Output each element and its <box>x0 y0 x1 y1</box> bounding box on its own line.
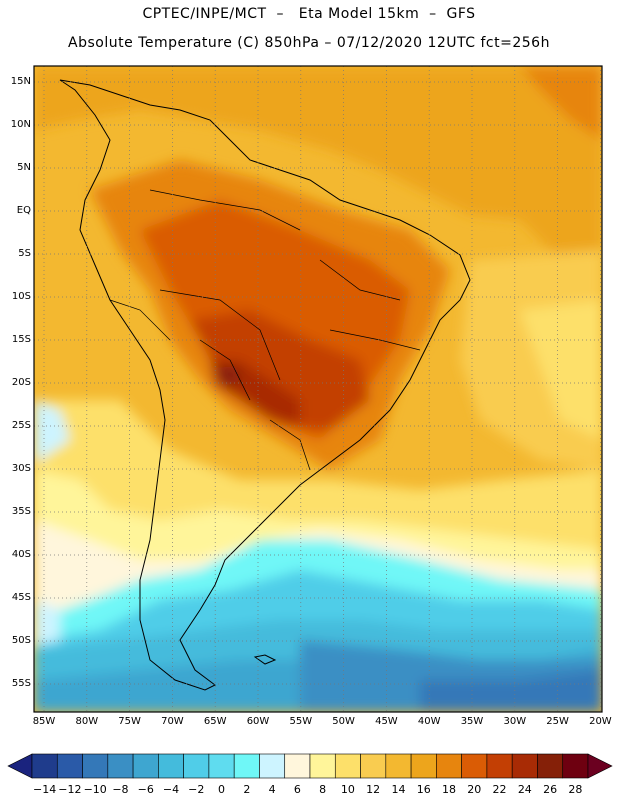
colorbar-swatch <box>309 753 336 779</box>
colorbar-swatch <box>183 753 210 779</box>
colorbar-swatch <box>208 753 235 779</box>
colorbar-swatch <box>82 753 109 779</box>
colorbar-swatch <box>410 753 437 779</box>
lat-label: 15S <box>11 334 31 345</box>
lon-label: 75W <box>118 716 141 727</box>
colorbar-swatch <box>461 753 488 779</box>
colorbar-label: 16 <box>416 783 431 796</box>
colorbar-swatch <box>284 753 311 779</box>
colorbar-label: 6 <box>293 783 301 796</box>
title-line-2: Absolute Temperature (C) 850hPa – 07/12/… <box>68 35 550 51</box>
lon-label: 35W <box>460 716 484 727</box>
colorbar-label: 8 <box>319 783 327 796</box>
title-line-1: CPTEC/INPE/MCT – Eta Model 15km – GFS <box>142 6 476 22</box>
lat-label: 30S <box>11 463 31 474</box>
lat-label: EQ <box>16 205 31 216</box>
colorbar-swatch <box>158 753 184 779</box>
colorbar-right-arrow <box>587 753 613 779</box>
colorbar-label: 26 <box>543 783 558 796</box>
colorbar-label: −6 <box>137 783 154 796</box>
colorbar-swatch <box>436 753 462 779</box>
colorbar-label: 4 <box>268 783 276 796</box>
lon-label: 30W <box>503 716 527 727</box>
colorbar-swatch <box>537 753 564 779</box>
map-grid <box>34 66 602 712</box>
lat-label: 50S <box>11 635 31 646</box>
colorbar-label: −14 <box>33 783 57 796</box>
lon-label: 60W <box>246 716 270 727</box>
colorbar-swatch <box>385 753 412 779</box>
lat-label: 15N <box>10 76 31 87</box>
colorbar-label: 22 <box>492 783 507 796</box>
colorbar-label: 2 <box>243 783 251 796</box>
falklands <box>253 654 277 665</box>
lon-label: 65W <box>203 716 227 727</box>
colorbar-swatch <box>334 753 361 779</box>
colorbar-label: 0 <box>218 783 226 796</box>
temperature-field <box>34 66 602 712</box>
colorbar-swatch <box>31 753 58 779</box>
colorbar-label: 12 <box>366 783 381 796</box>
lon-label: 85W <box>32 716 56 727</box>
colorbar-swatch <box>233 753 260 779</box>
lat-label: 5N <box>17 162 31 173</box>
colorbar-label: −4 <box>162 783 180 796</box>
lat-label: 40S <box>11 549 31 560</box>
lat-label: 25S <box>11 420 31 431</box>
colorbar-label: −2 <box>188 783 205 796</box>
colorbar-swatch <box>360 753 387 779</box>
lon-label: 70W <box>161 716 184 727</box>
lon-label: 45W <box>375 716 398 727</box>
colorbar-swatch <box>259 753 286 779</box>
lat-label: 45S <box>11 592 31 603</box>
colorbar-swatch <box>486 753 513 779</box>
colorbar-label: 20 <box>467 783 482 796</box>
lon-label: 20W <box>589 716 612 727</box>
lon-label: 25W <box>546 716 569 727</box>
lon-label: 50W <box>332 716 355 727</box>
map-frame <box>33 65 603 713</box>
colorbar-label: 24 <box>517 783 532 796</box>
coastline <box>59 79 471 691</box>
colorbar-left-arrow <box>7 753 33 779</box>
lon-label: 80W <box>75 716 99 727</box>
colorbar-label: 28 <box>568 783 583 796</box>
lat-label: 20S <box>11 377 31 388</box>
colorbar-label: −8 <box>112 783 129 796</box>
colorbar-swatch <box>562 753 589 779</box>
colorbar-label: 18 <box>442 783 456 796</box>
lat-label: 35S <box>11 506 31 517</box>
colorbar-label: 14 <box>391 783 406 796</box>
colorbar-label: −12 <box>58 783 82 796</box>
colorbar-swatch <box>132 753 159 779</box>
lat-label: 55S <box>11 678 31 689</box>
inner-borders <box>109 189 421 471</box>
colorbar-swatch <box>56 753 83 779</box>
colorbar-swatch <box>107 753 134 779</box>
lat-label: 5S <box>18 248 31 259</box>
lon-label: 55W <box>289 716 313 727</box>
lat-label: 10S <box>11 291 31 302</box>
colorbar <box>7 753 613 779</box>
lon-label: 40W <box>417 716 441 727</box>
lat-label: 10N <box>10 119 31 130</box>
colorbar-label: −10 <box>83 783 107 796</box>
colorbar-swatch <box>511 753 538 779</box>
colorbar-label: 10 <box>340 783 355 796</box>
